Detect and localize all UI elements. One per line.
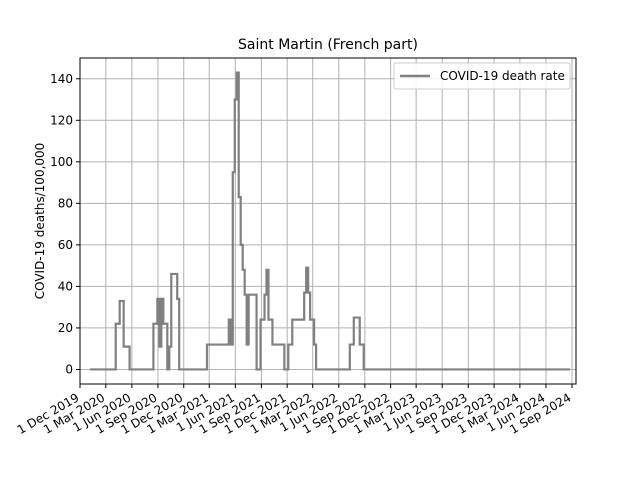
legend-entry-label: COVID-19 death rate [440, 69, 565, 83]
y-tick-label: 20 [58, 321, 73, 335]
series-line [89, 71, 571, 371]
y-tick-label: 100 [50, 155, 73, 169]
grid [79, 58, 576, 384]
y-tick-label: 80 [58, 196, 73, 210]
y-tick-label: 0 [65, 362, 73, 376]
series-layer [89, 71, 571, 371]
plot-frame [79, 57, 577, 385]
y-tick-label: 40 [58, 279, 73, 293]
y-axis: 0 20 40 60 80 100 120 140 [50, 72, 80, 376]
legend-box [393, 62, 571, 90]
y-tick-label: 60 [58, 238, 73, 252]
legend: COVID-19 death rate [393, 62, 571, 90]
y-tick-label: 140 [50, 72, 73, 86]
y-tick-label: 120 [50, 113, 73, 127]
chart-title: Saint Martin (French part) [238, 37, 418, 53]
y-axis-label: COVID-19 deaths/100,000 [33, 143, 47, 300]
